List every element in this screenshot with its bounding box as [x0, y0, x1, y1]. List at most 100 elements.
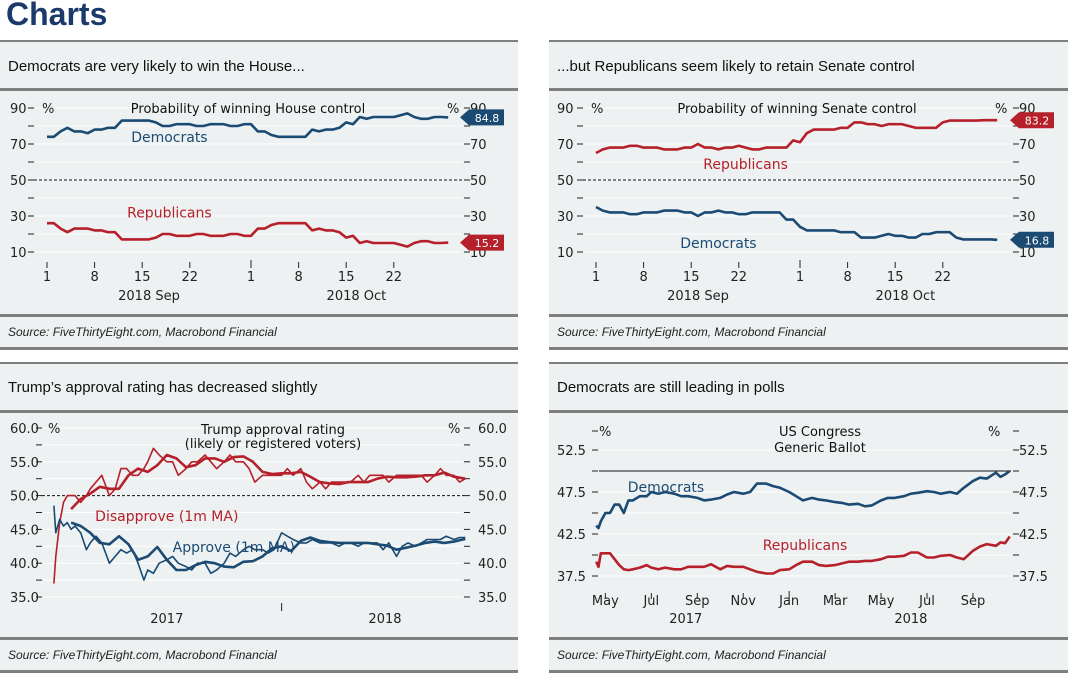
x-tick-label: 1	[592, 270, 600, 285]
series-label: Democrats	[680, 236, 756, 252]
panel-header-divider	[0, 88, 518, 91]
panel-senate: ...but Republicans seem likely to retain…	[549, 40, 1068, 350]
series-line-republicans	[47, 221, 449, 248]
end-value-tag-shape	[1010, 231, 1054, 248]
y-tick-label-left: 55.0	[10, 456, 39, 471]
panel-title: Democrats are still leading in polls	[557, 379, 785, 396]
y-tick-label-left: 30	[557, 210, 574, 225]
panel-bottom-rule	[0, 347, 518, 350]
y-tick-label-left: 70	[557, 138, 574, 153]
y-unit-label-left: %	[591, 102, 603, 117]
x-tick-label: 1	[247, 270, 255, 285]
panel-bottom-rule	[549, 347, 1068, 350]
panel-header-divider	[0, 410, 518, 413]
y-tick-label-left: 42.5	[557, 528, 586, 543]
x-tick-label: 15	[338, 270, 355, 285]
x-tick-label: May	[868, 594, 895, 609]
chart-3: 35.0 35.0 40.0 40.0 45.0 45.0 50.0 50.0 55.0 55.0…	[10, 422, 507, 627]
chart-title: Trump approval rating	[200, 423, 345, 438]
panel-top-rule	[0, 40, 518, 42]
end-value-tag: 15.2	[460, 234, 504, 251]
y-tick-label-right: 50	[470, 174, 487, 189]
chart-subtitle: Generic Ballot	[774, 441, 866, 456]
x-group-label: 2018 Sep	[667, 289, 729, 304]
page-title: Charts	[6, 0, 108, 32]
y-tick-label-right: 50.0	[478, 490, 507, 505]
y-tick-label-left: 52.5	[557, 444, 586, 459]
y-tick-label-right: 50	[1019, 174, 1036, 189]
series-label: Democrats	[628, 480, 704, 496]
series-label: Republicans	[127, 205, 212, 221]
panel-header-divider	[549, 88, 1068, 91]
y-tick-label-right: 37.5	[1019, 570, 1048, 585]
y-unit-label-left: %	[599, 425, 611, 440]
x-group-label: 2018	[894, 612, 927, 627]
series-line-republicans	[595, 535, 1011, 575]
y-tick-label-right: 30	[470, 210, 487, 225]
y-tick-label-right: 70	[470, 138, 487, 153]
series-line-approve-1m-ma	[70, 521, 466, 572]
panel-title: Democrats are very likely to win the Hou…	[8, 58, 305, 75]
x-tick-label: Sep	[685, 594, 710, 609]
x-tick-label: 1	[43, 270, 51, 285]
end-value-tag-shape	[460, 109, 504, 126]
x-tick-label: 15	[134, 270, 151, 285]
panel-source-divider	[549, 637, 1068, 640]
source-note: Source: FiveThirtyEight.com, Macrobond F…	[8, 648, 277, 662]
y-tick-label-right: 35.0	[478, 591, 507, 606]
x-tick-label: Mar	[823, 594, 848, 609]
y-tick-label-left: 70	[10, 138, 27, 153]
y-tick-label-left: 30	[10, 210, 27, 225]
panel-title: Trump’s approval rating has decreased sl…	[8, 379, 318, 396]
x-tick-label: Sep	[961, 594, 986, 609]
x-tick-label: 8	[639, 270, 647, 285]
chart-title: Probability of winning House control	[131, 102, 365, 117]
end-value-tag-shape	[1010, 112, 1054, 129]
y-unit-label-right: %	[448, 422, 460, 437]
panel-bottom-rule	[549, 670, 1068, 673]
y-tick-label-right: 55.0	[478, 456, 507, 471]
panel-top-rule	[0, 362, 518, 364]
panel-top-rule	[549, 362, 1068, 364]
chart-subtitle: (likely or registered voters)	[185, 437, 361, 452]
end-value-label: 84.8	[475, 112, 500, 125]
series-line-democrats	[595, 205, 998, 242]
end-value-label: 15.2	[475, 237, 500, 250]
panel-header-divider	[549, 410, 1068, 413]
y-unit-label-right: %	[995, 102, 1007, 117]
y-tick-label-left: 50.0	[10, 490, 39, 505]
source-note: Source: FiveThirtyEight.com, Macrobond F…	[8, 325, 277, 339]
x-group-label: 2017	[150, 612, 183, 627]
y-tick-label-right: 52.5	[1019, 444, 1048, 459]
series-label: Republicans	[703, 157, 788, 173]
y-tick-label-left: 50	[557, 174, 574, 189]
end-value-tag: 84.8	[460, 109, 504, 126]
source-note: Source: FiveThirtyEight.com, Macrobond F…	[557, 325, 826, 339]
y-tick-label-right: 30	[1019, 210, 1036, 225]
series-line-democrats	[47, 112, 449, 139]
panel-source-divider	[549, 314, 1068, 317]
x-tick-label: 22	[386, 270, 403, 285]
y-unit-label-right: %	[988, 425, 1000, 440]
y-tick-label-right: 45.0	[478, 523, 507, 538]
x-tick-label: Nov	[731, 594, 757, 609]
y-tick-label-right: 42.5	[1019, 528, 1048, 543]
x-tick-label: 22	[731, 270, 748, 285]
y-tick-label-left: 10	[10, 246, 27, 261]
end-value-tag: 16.8	[1010, 231, 1054, 248]
x-tick-label: Jan	[778, 594, 799, 609]
y-tick-label-right: 47.5	[1019, 486, 1048, 501]
x-tick-label: 15	[683, 270, 700, 285]
y-tick-label-left: 10	[557, 246, 574, 261]
panel-top-rule	[549, 40, 1068, 42]
panel-source-divider	[0, 314, 518, 317]
panel-generic-ballot: Democrats are still leading in polls Sou…	[549, 362, 1068, 673]
y-tick-label-right: 60.0	[478, 422, 507, 437]
x-tick-label: 22	[182, 270, 199, 285]
y-unit-label-right: %	[447, 102, 459, 117]
series-line-disapprove	[53, 447, 466, 584]
source-note: Source: FiveThirtyEight.com, Macrobond F…	[557, 648, 826, 662]
